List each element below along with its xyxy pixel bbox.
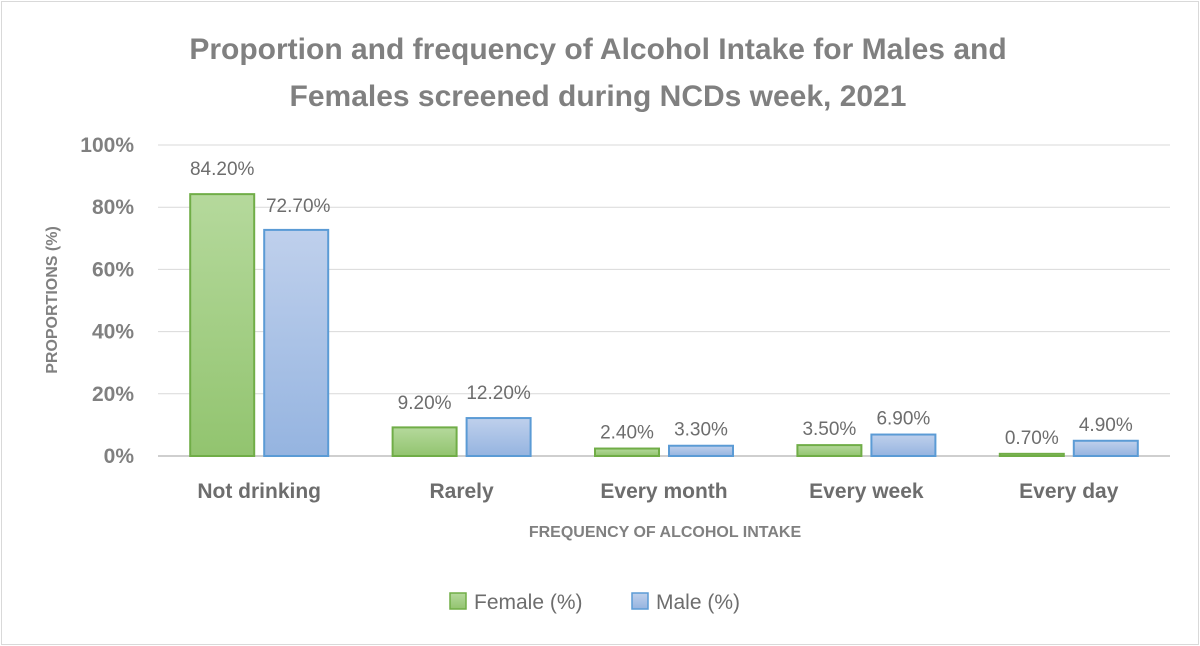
data-label-male-1: 12.20% [466,383,531,404]
legend-label-male: Male (%) [656,591,740,614]
bar-female-2 [594,447,660,458]
bar-male-3 [870,433,937,457]
x-axis-title: FREQUENCY OF ALCOHOL INTAKE [529,524,802,541]
data-label-male-3: 6.90% [876,409,930,430]
chart-title-line-2: Females screened during NCDs week, 2021 [289,80,907,113]
bar-female-0 [189,193,256,457]
legend-label-female: Female (%) [474,591,583,614]
y-axis-title: PROPORTIONS (%) [44,226,61,374]
bar-male-1 [465,417,532,458]
data-label-female-1: 9.20% [398,393,452,414]
data-label-female-3: 3.50% [802,419,856,440]
data-label-female-2: 2.40% [600,423,654,444]
bar-female-3 [796,444,863,457]
category-label-1: Rarely [429,480,494,503]
y-tick-label-80: 80% [92,196,134,219]
bar-male-4 [1072,439,1139,457]
data-labels: 84.20% 72.70% 9.20% 12.20% 2.40% 3.30% 3.50% 6.… [190,159,1133,449]
data-label-male-0: 72.70% [266,196,331,217]
category-label-0: Not drinking [197,480,321,503]
legend-swatch-female [449,592,467,610]
bar-male-0 [263,228,330,457]
data-label-male-2: 3.30% [674,420,728,441]
y-tick-label-0: 0% [104,445,135,468]
y-tick-label-60: 60% [92,258,134,281]
category-label-3: Every week [809,480,924,503]
legend-swatch-male [631,592,649,610]
data-label-female-4: 0.70% [1005,428,1059,449]
category-label-2: Every month [600,480,727,503]
chart-title-line-1: Proportion and frequency of Alcohol Inta… [189,33,1007,66]
legend: Female (%) Male (%) [449,591,740,614]
bar-female-1 [391,426,458,457]
y-tick-label-100: 100% [80,134,134,157]
bar-female-4 [998,452,1065,457]
bars [189,193,1139,458]
data-label-female-0: 84.20% [190,159,255,180]
chart-title: Proportion and frequency of Alcohol Inta… [0,26,1196,120]
y-tick-labels: 0% 20% 40% 60% 80% 100% [80,134,134,468]
bar-male-2 [668,444,734,457]
y-tick-label-40: 40% [92,321,134,344]
y-tick-label-20: 20% [92,383,134,406]
category-labels: Not drinking Rarely Every month Every week E… [197,480,1118,503]
category-label-4: Every day [1019,480,1119,503]
data-label-male-4: 4.90% [1079,415,1133,436]
